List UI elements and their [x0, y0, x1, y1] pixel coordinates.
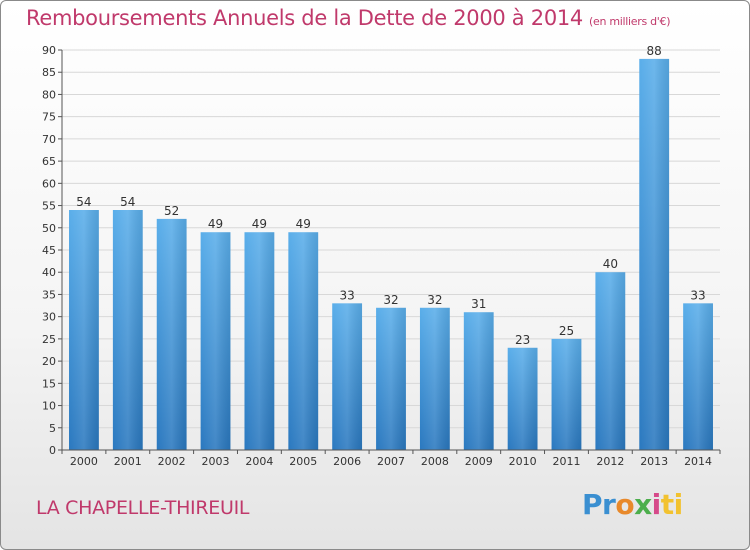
- x-tick-label-2004: 2004: [245, 455, 273, 468]
- y-tick-label: 75: [42, 111, 56, 124]
- bar-shine-2003: [200, 232, 231, 450]
- bar-shine-2013: [639, 58, 670, 451]
- data-label-2009: 31: [471, 297, 486, 311]
- bars-group: 54 54 52 49 49 49 33 32 32 31 23 25 40 88 33: [69, 44, 713, 451]
- x-tick-label-2006: 2006: [333, 455, 361, 468]
- y-tick-label: 85: [42, 66, 56, 79]
- y-tick-label: 30: [42, 311, 56, 324]
- bar-shine-2007: [376, 307, 406, 450]
- x-tick-label-2008: 2008: [421, 455, 449, 468]
- y-tick-label: 50: [42, 222, 56, 235]
- y-tick-label: 65: [42, 155, 56, 168]
- y-tick-label: 60: [42, 177, 56, 190]
- logo-part-1: Pr: [582, 488, 616, 521]
- y-tick-label: 40: [42, 266, 56, 279]
- x-tick-label-2001: 2001: [114, 455, 142, 468]
- y-tick-label: 35: [42, 288, 56, 301]
- city-name: LA CHAPELLE-THIREUIL: [36, 497, 250, 519]
- y-tick-label: 15: [42, 377, 56, 390]
- data-label-2001: 54: [120, 195, 135, 209]
- logo-part-2: o: [615, 488, 635, 521]
- x-tick-label-2010: 2010: [509, 455, 537, 468]
- logo-part-3: x: [634, 488, 652, 521]
- bar-shine-2009: [463, 312, 494, 450]
- data-label-2002: 52: [164, 204, 179, 218]
- data-label-2008: 32: [427, 293, 442, 307]
- y-tick-label: 0: [49, 444, 56, 457]
- x-tick-label-2000: 2000: [70, 455, 98, 468]
- data-label-2003: 49: [208, 217, 223, 231]
- chart-title: Remboursements Annuels de la Dette de 20…: [26, 6, 670, 30]
- logo-part-4: i: [651, 488, 662, 521]
- y-tick-label: 20: [42, 355, 56, 368]
- bar-shine-2012: [595, 272, 626, 450]
- x-tick-label-2007: 2007: [377, 455, 405, 468]
- bar-shine-2000: [69, 210, 99, 450]
- x-tick-label-2003: 2003: [202, 455, 230, 468]
- data-label-2012: 40: [603, 257, 618, 271]
- y-tick-label: 25: [42, 333, 56, 346]
- chart-title-text: Remboursements Annuels de la Dette de 20…: [26, 6, 583, 30]
- bar-shine-2014: [683, 303, 713, 450]
- bar-shine-2001: [112, 210, 143, 450]
- y-tick-label: 90: [42, 44, 56, 57]
- y-tick-label: 5: [49, 422, 56, 435]
- bar-shine-2005: [288, 232, 319, 450]
- x-axis-ticks: 2000 2001 2002 2003 2004 2005 2006 2007 2008 2009…: [61, 450, 721, 468]
- data-label-2011: 25: [559, 324, 574, 338]
- bar-shine-2010: [507, 347, 538, 450]
- data-label-2004: 49: [252, 217, 267, 231]
- bar-shine-2004: [244, 232, 275, 450]
- proxiti-logo: Proxiti: [582, 488, 683, 521]
- bar-shine-2008: [419, 307, 450, 450]
- data-label-2005: 49: [296, 217, 311, 231]
- data-label-2000: 54: [76, 195, 91, 209]
- y-tick-label: 45: [42, 244, 56, 257]
- y-tick-label: 80: [42, 88, 56, 101]
- x-tick-label-2002: 2002: [158, 455, 186, 468]
- x-tick-label-2009: 2009: [465, 455, 493, 468]
- data-label-2014: 33: [690, 288, 705, 302]
- data-label-2013: 88: [647, 44, 662, 58]
- x-tick-label-2011: 2011: [552, 455, 580, 468]
- bar-shine-2002: [156, 218, 187, 450]
- bar-shine-2006: [332, 303, 363, 450]
- x-tick-label-2012: 2012: [596, 455, 624, 468]
- data-label-2010: 23: [515, 333, 530, 347]
- x-tick-label-2013: 2013: [640, 455, 668, 468]
- y-tick-label: 10: [42, 400, 56, 413]
- data-label-2007: 32: [383, 293, 398, 307]
- y-tick-label: 70: [42, 133, 56, 146]
- x-tick-label-2014: 2014: [684, 455, 712, 468]
- y-tick-label: 55: [42, 200, 56, 213]
- chart-subtitle: (en milliers d'€): [589, 15, 671, 28]
- data-label-2006: 33: [339, 288, 354, 302]
- bar-shine-2011: [551, 338, 582, 450]
- logo-part-5: ti: [660, 488, 683, 521]
- x-tick-label-2005: 2005: [289, 455, 317, 468]
- y-axis-ticks: 0 5 10 15 20 25 30 35 40 45 50 55 60 65 70 75 80 85 90: [42, 44, 62, 457]
